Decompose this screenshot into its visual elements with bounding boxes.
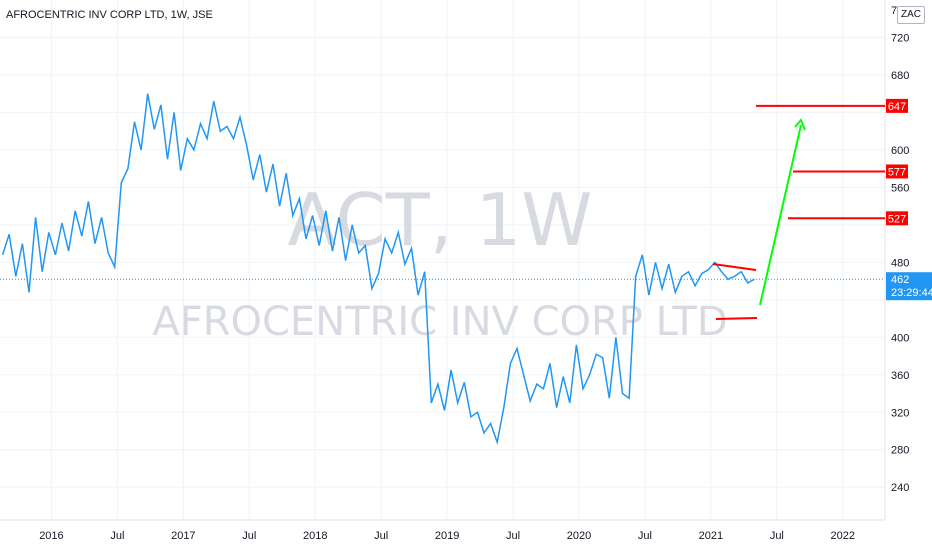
x-tick-label: 2016 [39, 530, 63, 542]
y-tick-label: 280 [891, 445, 909, 457]
x-tick-label: Jul [638, 530, 652, 542]
last-price-box [886, 272, 932, 301]
chart-watermark: ACT, 1W AFROCENTRIC INV CORP LTD [152, 178, 727, 345]
y-tick-label: 560 [891, 182, 909, 194]
x-tick-label: Jul [506, 530, 520, 542]
x-tick-label: 2022 [831, 530, 855, 542]
x-tick-label: 2017 [171, 530, 195, 542]
target-arrow-line[interactable] [759, 124, 802, 306]
chart-grid [0, 0, 885, 520]
level-577-tag [886, 164, 908, 179]
y-tick-label: 600 [891, 145, 909, 157]
y-tick-label: 680 [891, 70, 909, 82]
x-tick-label: Jul [242, 530, 256, 542]
x-tick-label: 2018 [303, 530, 327, 542]
level-price-tags: 647 577 527 [886, 98, 908, 226]
y-tick-label: 240 [891, 482, 909, 494]
x-tick-label: 2019 [435, 530, 459, 542]
time-axis[interactable]: 2016 Jul 2017 Jul 2018 Jul 2019 Jul 2020 Jul 2021 J… [39, 530, 855, 542]
y-tick-label: 360 [891, 370, 909, 382]
last-price-tag: 462 23:29:44 [886, 272, 932, 301]
currency-button[interactable]: ZAC [897, 6, 925, 24]
last-price-value: 462 [891, 274, 909, 286]
channel-lower-line[interactable] [715, 317, 758, 320]
price-series-line [1, 93, 755, 446]
watermark-name: AFROCENTRIC INV CORP LTD [152, 299, 727, 345]
x-tick-label: 2021 [699, 530, 723, 542]
level-527-label: 527 [888, 213, 906, 225]
y-tick-label: 480 [891, 257, 909, 269]
last-price-countdown: 23:29:44 [891, 287, 932, 299]
y-tick-label: 400 [891, 332, 909, 344]
level-647-label: 647 [888, 101, 906, 113]
channel-upper-line[interactable] [712, 263, 757, 271]
x-tick-label: Jul [110, 530, 124, 542]
y-tick-label: 720 [891, 32, 909, 44]
chart-title: AFROCENTRIC INV CORP LTD, 1W, JSE [6, 9, 213, 21]
target-arrow-head[interactable] [794, 118, 806, 131]
level-647-tag [886, 98, 908, 113]
level-527-tag [886, 211, 908, 226]
y-tick-label: 320 [891, 407, 909, 419]
x-tick-label: 2020 [567, 530, 591, 542]
price-axis[interactable]: 24028032036040048056060068072076 [891, 5, 909, 494]
level-577-label: 577 [888, 166, 906, 178]
x-tick-label: Jul [770, 530, 784, 542]
x-tick-label: Jul [374, 530, 388, 542]
chart-drawings[interactable] [712, 104, 885, 320]
